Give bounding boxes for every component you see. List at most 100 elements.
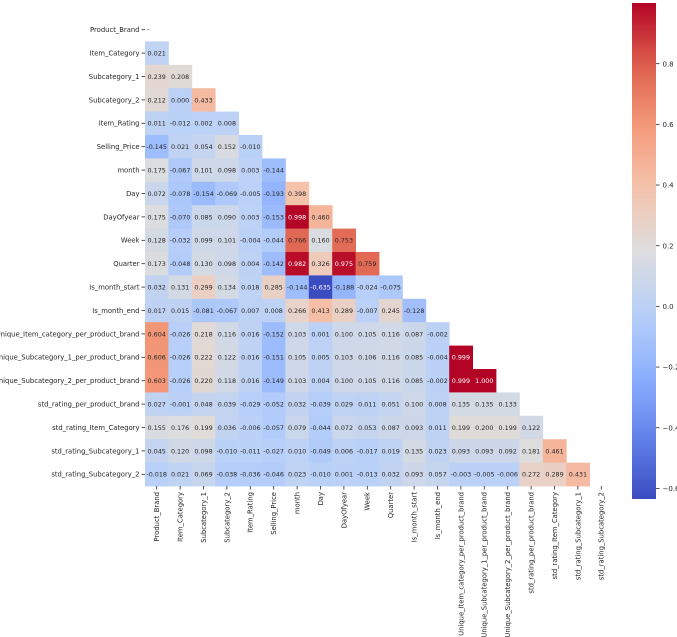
cell-value-label: 0.069 bbox=[194, 471, 212, 479]
y-tick-label: Unique_Subcategory_2_per_product_brand bbox=[0, 377, 140, 385]
cell-value-label: 0.606 bbox=[148, 354, 166, 362]
cell-value-label: 0.079 bbox=[288, 424, 306, 432]
x-tick-label: month bbox=[294, 492, 302, 514]
heatmap-cell bbox=[285, 322, 310, 346]
heatmap-cell bbox=[145, 41, 169, 66]
cell-value-label: -0.075 bbox=[380, 284, 401, 292]
y-tick-label: Item_Rating bbox=[99, 120, 140, 128]
heatmap-cell bbox=[238, 181, 263, 206]
cell-value-label: -0.005 bbox=[474, 471, 495, 479]
cell-value-label: 0.759 bbox=[358, 260, 376, 268]
cell-value-label: 0.007 bbox=[241, 307, 259, 315]
heatmap-cell bbox=[425, 392, 450, 417]
cell-value-label: 0.002 bbox=[194, 120, 212, 128]
cell-value-label: 0.021 bbox=[148, 50, 166, 58]
cell-value-label: -0.635 bbox=[310, 284, 331, 292]
heatmap-cell bbox=[215, 135, 239, 159]
heatmap-cell bbox=[355, 275, 380, 300]
heatmap-cell bbox=[308, 415, 333, 440]
heatmap-cell bbox=[168, 462, 193, 487]
heatmap-cell bbox=[145, 252, 169, 276]
cell-value-label: 0.133 bbox=[499, 401, 517, 409]
cell-value-label: 0.032 bbox=[288, 401, 306, 409]
cell-value-label: 0.120 bbox=[171, 447, 189, 455]
heatmap-cell bbox=[285, 439, 310, 463]
heatmap-cell-labels: 0.021 0.239 0.208 0.212 0.000 0.433 0.011 -0.01… bbox=[146, 50, 587, 479]
cell-value-label: -0.049 bbox=[310, 447, 331, 455]
cell-value-label: 0.005 bbox=[311, 354, 329, 362]
heatmap-cell bbox=[262, 369, 286, 393]
heatmap-cell bbox=[145, 392, 169, 417]
cell-value-label: 0.093 bbox=[405, 471, 423, 479]
heatmap-cell bbox=[262, 462, 286, 487]
y-tick-label: Subcategory_1 bbox=[89, 73, 140, 81]
heatmap-cell bbox=[168, 64, 193, 89]
cell-value-label: -0.067 bbox=[170, 167, 191, 175]
heatmap-cell bbox=[145, 181, 169, 206]
cell-value-label: -0.046 bbox=[263, 471, 284, 479]
x-tick-label: Subcategory_2 bbox=[223, 492, 231, 543]
cell-value-label: -0.078 bbox=[170, 190, 191, 198]
heatmap-cell bbox=[238, 415, 263, 440]
heatmap-cell bbox=[332, 369, 356, 393]
cell-value-label: 0.000 bbox=[171, 96, 189, 104]
y-tick-label: month bbox=[117, 167, 139, 175]
cell-value-label: 0.199 bbox=[452, 424, 470, 432]
heatmap-cell bbox=[308, 345, 333, 370]
heatmap-cell bbox=[262, 158, 286, 183]
cell-value-label: -0.038 bbox=[217, 471, 238, 479]
cell-value-label: 0.008 bbox=[218, 120, 236, 128]
cell-value-label: 0.208 bbox=[171, 73, 189, 81]
cell-value-label: 0.092 bbox=[499, 447, 517, 455]
cell-value-label: -0.017 bbox=[357, 447, 378, 455]
cell-value-label: -0.006 bbox=[240, 424, 261, 432]
heatmap-cell bbox=[145, 298, 169, 323]
cell-value-label: 0.039 bbox=[218, 401, 236, 409]
cell-value-label: 0.011 bbox=[148, 120, 166, 128]
heatmap-cell bbox=[379, 415, 403, 440]
heatmap-cell bbox=[425, 462, 450, 487]
heatmap-cell bbox=[519, 462, 544, 487]
heatmap-cell bbox=[542, 439, 567, 463]
heatmap-cell bbox=[449, 369, 473, 393]
y-tick-label: Day bbox=[126, 190, 139, 198]
cell-value-label: 0.004 bbox=[241, 260, 259, 268]
y-tick-label: Unique_Subcategory_1_per_product_brand bbox=[0, 354, 140, 362]
cell-value-label: 0.103 bbox=[288, 377, 306, 385]
heatmap-cell bbox=[262, 322, 286, 346]
cell-value-label: 0.122 bbox=[218, 354, 236, 362]
heatmap-cell bbox=[425, 439, 450, 463]
heatmap-cell bbox=[355, 252, 380, 276]
cell-value-label: 0.036 bbox=[218, 424, 236, 432]
cell-value-label: -0.070 bbox=[170, 213, 191, 221]
cell-value-label: 0.999 bbox=[452, 377, 470, 385]
cell-value-label: 0.103 bbox=[335, 354, 353, 362]
cell-value-label: 0.134 bbox=[218, 284, 236, 292]
cell-value-label: 1.000 bbox=[475, 377, 493, 385]
heatmap-cell bbox=[191, 88, 216, 112]
cell-value-label: -0.036 bbox=[240, 471, 261, 479]
colorbar-tick-label: −0.6 bbox=[663, 485, 677, 493]
x-tick-label: DayOfyear bbox=[340, 492, 348, 528]
heatmap-cell bbox=[238, 462, 263, 487]
heatmap-cell bbox=[379, 462, 403, 487]
heatmap-cell bbox=[145, 345, 169, 370]
cell-value-label: 0.001 bbox=[311, 330, 329, 338]
y-axis-tick-labels: Product_Brand Item_Category Subcategory_1 S… bbox=[0, 26, 150, 479]
cell-value-label: -0.039 bbox=[310, 401, 331, 409]
cell-value-label: -0.012 bbox=[170, 120, 191, 128]
cell-value-label: 0.054 bbox=[194, 143, 212, 151]
heatmap-cell bbox=[238, 369, 263, 393]
heatmap-cell bbox=[262, 392, 286, 417]
heatmap-cell bbox=[496, 439, 520, 463]
heatmap-cell bbox=[355, 462, 380, 487]
cell-value-label: 0.090 bbox=[218, 213, 236, 221]
heatmap-cell bbox=[262, 275, 286, 300]
cell-value-label: 0.998 bbox=[288, 213, 306, 221]
heatmap-cell bbox=[262, 252, 286, 276]
cell-value-label: 0.105 bbox=[358, 377, 376, 385]
cell-value-label: 0.130 bbox=[194, 260, 212, 268]
heatmap-cell bbox=[308, 252, 333, 276]
heatmap-cell bbox=[449, 392, 473, 417]
